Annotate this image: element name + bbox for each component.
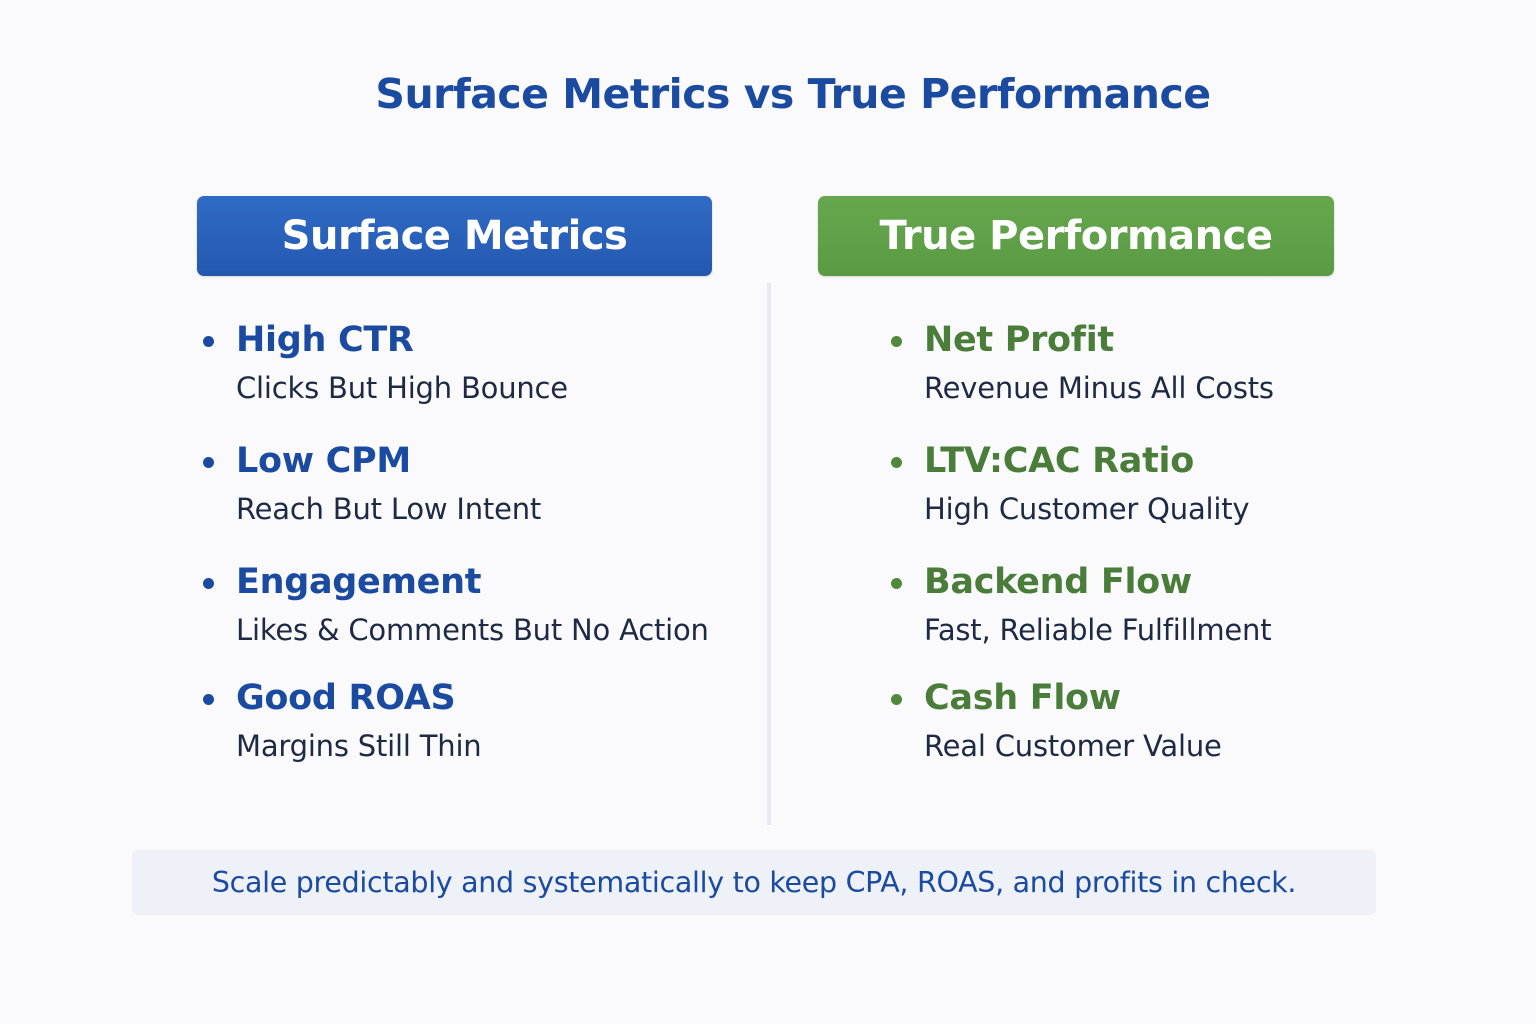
item-subtitle: Fast, Reliable Fulfillment bbox=[924, 613, 1272, 647]
list-item: Good ROAS Margins Still Thin bbox=[200, 676, 709, 797]
item-title: Low CPM bbox=[236, 441, 411, 481]
bullet-icon bbox=[891, 694, 902, 705]
item-subtitle: Reach But Low Intent bbox=[236, 492, 542, 526]
list-item: Cash Flow Real Customer Value bbox=[888, 676, 1274, 797]
list-item: Net Profit Revenue Minus All Costs bbox=[888, 318, 1274, 439]
item-title: Engagement bbox=[236, 562, 482, 602]
list-item: LTV:CAC Ratio High Customer Quality bbox=[888, 439, 1274, 560]
bullet-icon bbox=[891, 336, 902, 347]
item-subtitle: Clicks But High Bounce bbox=[236, 371, 568, 405]
true-performance-header: True Performance bbox=[818, 196, 1334, 276]
column-divider bbox=[767, 283, 771, 825]
item-title: Net Profit bbox=[924, 320, 1114, 360]
item-subtitle: Real Customer Value bbox=[924, 729, 1222, 763]
bullet-icon bbox=[203, 578, 214, 589]
list-item: High CTR Clicks But High Bounce bbox=[200, 318, 709, 439]
item-subtitle: High Customer Quality bbox=[924, 492, 1250, 526]
item-subtitle: Likes & Comments But No Action bbox=[236, 613, 709, 647]
surface-metrics-list: High CTR Clicks But High Bounce Low CPM … bbox=[200, 318, 709, 797]
surface-metrics-header: Surface Metrics bbox=[197, 196, 712, 276]
bullet-icon bbox=[203, 336, 214, 347]
bullet-icon bbox=[203, 694, 214, 705]
item-title: Cash Flow bbox=[924, 678, 1121, 718]
bullet-icon bbox=[891, 578, 902, 589]
footer-callout: Scale predictably and systematically to … bbox=[132, 850, 1376, 915]
list-item: Engagement Likes & Comments But No Actio… bbox=[200, 560, 709, 676]
bullet-icon bbox=[203, 457, 214, 468]
bullet-icon bbox=[891, 457, 902, 468]
list-item: Low CPM Reach But Low Intent bbox=[200, 439, 709, 560]
item-subtitle: Margins Still Thin bbox=[236, 729, 482, 763]
item-title: Backend Flow bbox=[924, 562, 1192, 602]
page-title: Surface Metrics vs True Performance bbox=[375, 70, 1211, 118]
item-title: LTV:CAC Ratio bbox=[924, 441, 1194, 481]
true-performance-list: Net Profit Revenue Minus All Costs LTV:C… bbox=[888, 318, 1274, 797]
list-item: Backend Flow Fast, Reliable Fulfillment bbox=[888, 560, 1274, 676]
item-title: Good ROAS bbox=[236, 678, 456, 718]
item-subtitle: Revenue Minus All Costs bbox=[924, 371, 1274, 405]
item-title: High CTR bbox=[236, 320, 414, 360]
